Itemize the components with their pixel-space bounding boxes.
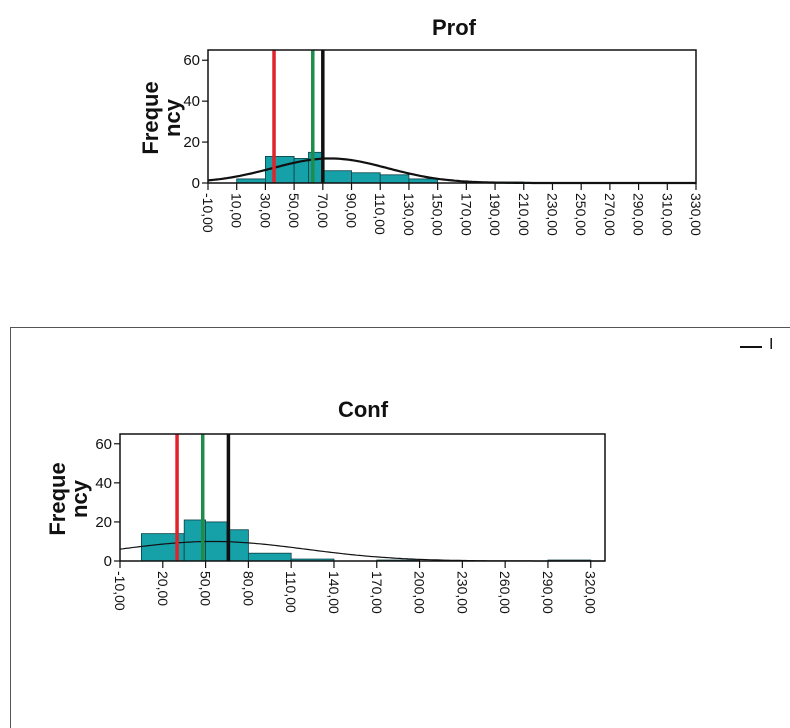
x-tick-label: 290,00 <box>631 193 647 236</box>
histogram-bar <box>322 170 352 184</box>
chart-conf-frame <box>10 327 790 728</box>
x-tick-label: 110,00 <box>372 193 388 235</box>
y-axis-label: Frequency <box>138 81 185 154</box>
y-tick-label: 20 <box>95 514 112 531</box>
y-tick-label: 0 <box>192 175 200 192</box>
x-tick-label: 140,00 <box>326 571 342 614</box>
y-tick-label: 40 <box>95 475 112 492</box>
chart-title: Conf <box>338 397 389 422</box>
chart-prof: Prof Frequency 0 20 40 60 -10,00 10,00 30,00 50,0… <box>0 0 790 300</box>
x-tick-label: 80,00 <box>240 571 256 606</box>
y-tick-label: 0 <box>104 553 112 570</box>
x-tick-label: -10,00 <box>112 571 128 611</box>
x-tick-label: 50,00 <box>286 193 302 228</box>
y-tick-label: 60 <box>95 436 112 453</box>
chart-conf: I Conf Frequency 0 20 40 60 -10,00 20,00 50,00 80… <box>0 300 790 728</box>
x-tick-label: 20,00 <box>155 571 171 606</box>
x-tick-label: 130,00 <box>401 193 417 236</box>
y-axis-label: Frequency <box>45 462 92 535</box>
x-tick-label: 110,00 <box>283 571 299 613</box>
x-tick-label: 290,00 <box>540 571 556 614</box>
chart-prof-svg: Prof Frequency 0 20 40 60 -10,00 10,00 30,00 50,0… <box>138 15 704 236</box>
plot-frame <box>207 49 697 184</box>
x-tick-label: 210,00 <box>516 193 532 236</box>
x-tick-label: 230,00 <box>454 571 470 614</box>
x-tick-label: 170,00 <box>458 193 474 236</box>
x-tick-label: 230,00 <box>544 193 560 236</box>
histogram-bar <box>247 552 292 562</box>
x-tick-label: 330,00 <box>688 193 704 236</box>
x-tick-label: 310,00 <box>659 193 675 236</box>
x-tick-label: 200,00 <box>412 571 428 614</box>
x-tick-label: 30,00 <box>257 193 273 228</box>
x-tick-label: -10,00 <box>200 193 216 233</box>
legend-label: I <box>769 336 774 353</box>
y-tick-label: 60 <box>183 52 200 69</box>
histogram-bar <box>351 172 381 184</box>
x-tick-label: 90,00 <box>344 193 360 228</box>
x-tick-label: 250,00 <box>573 193 589 236</box>
chart-conf-svg: Conf Frequency 0 20 40 60 -10,00 20,00 50,00 80,0… <box>45 397 606 614</box>
histogram-bar <box>308 151 324 184</box>
y-tick-label: 20 <box>183 134 200 151</box>
x-tick-label: 150,00 <box>430 193 446 236</box>
x-tick-label: 270,00 <box>602 193 618 236</box>
histogram-bar <box>226 529 249 562</box>
x-tick-label: 260,00 <box>497 571 513 614</box>
x-tick-label: 70,00 <box>315 193 331 228</box>
x-tick-label: 170,00 <box>369 571 385 614</box>
chart-title: Prof <box>432 15 477 40</box>
y-tick-label: 40 <box>183 93 200 110</box>
legend-line-icon <box>740 346 762 348</box>
x-tick-label: 190,00 <box>487 193 503 236</box>
x-tick-label: 50,00 <box>198 571 214 606</box>
plot-frame <box>119 433 606 562</box>
x-tick-label: 10,00 <box>229 193 245 228</box>
histogram-bar <box>379 174 410 184</box>
x-tick-label: 320,00 <box>583 571 599 614</box>
